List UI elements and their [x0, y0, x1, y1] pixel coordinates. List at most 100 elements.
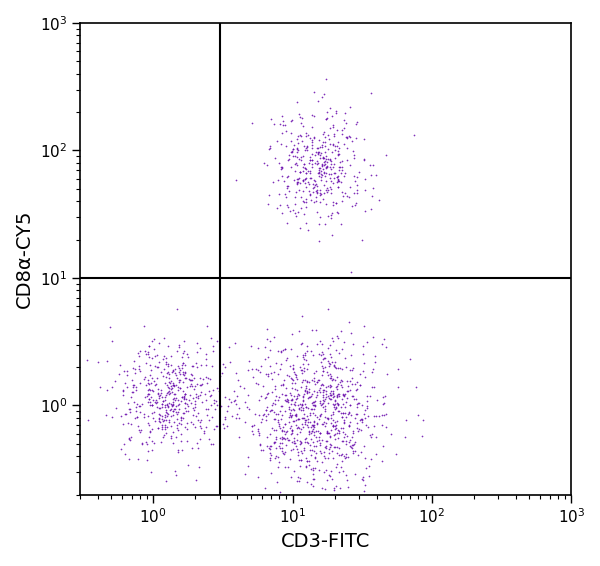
Point: [313, 148, 323, 157]
Point: [362, 463, 371, 472]
Point: [334, 426, 343, 435]
Point: [163, 402, 172, 411]
Point: [290, 159, 300, 168]
Point: [149, 334, 158, 343]
Point: [145, 400, 155, 409]
Point: [196, 388, 206, 397]
Point: [140, 392, 150, 401]
Point: [163, 387, 173, 396]
Point: [291, 370, 301, 379]
Point: [243, 452, 253, 461]
Point: [180, 368, 190, 377]
Point: [178, 370, 188, 379]
Point: [344, 409, 354, 418]
Point: [274, 396, 283, 405]
Point: [297, 136, 307, 145]
Point: [328, 422, 338, 431]
Point: [175, 364, 184, 373]
Point: [283, 181, 292, 190]
Point: [296, 152, 305, 161]
Point: [280, 498, 290, 507]
Point: [137, 400, 147, 409]
Point: [290, 400, 299, 409]
Point: [256, 445, 265, 454]
Point: [346, 385, 355, 395]
Point: [301, 417, 310, 426]
Point: [140, 346, 150, 355]
Point: [262, 415, 271, 424]
Point: [311, 326, 321, 335]
Point: [272, 203, 282, 212]
Point: [146, 393, 156, 402]
Point: [301, 399, 310, 408]
Point: [298, 151, 308, 160]
Point: [293, 451, 302, 460]
Point: [158, 424, 167, 434]
Point: [321, 186, 331, 195]
Point: [343, 382, 352, 391]
Point: [120, 409, 130, 418]
Point: [332, 423, 341, 432]
Point: [328, 386, 337, 395]
Point: [196, 424, 205, 433]
Point: [291, 415, 301, 424]
Point: [305, 190, 314, 199]
Point: [325, 439, 335, 448]
Point: [114, 370, 124, 379]
Point: [319, 89, 329, 98]
Point: [124, 454, 133, 463]
Point: [251, 378, 260, 387]
Point: [301, 416, 311, 425]
Point: [312, 418, 322, 427]
Point: [370, 382, 379, 391]
Point: [352, 118, 361, 127]
Point: [179, 337, 188, 346]
Point: [319, 158, 329, 167]
Point: [340, 418, 349, 427]
Point: [175, 384, 185, 393]
Point: [281, 440, 290, 449]
Point: [299, 364, 309, 373]
Point: [122, 367, 132, 376]
Point: [160, 424, 170, 434]
Point: [352, 419, 361, 428]
Point: [339, 115, 349, 124]
Point: [310, 176, 319, 185]
Point: [163, 359, 173, 368]
Point: [290, 439, 299, 448]
Point: [296, 339, 306, 348]
Point: [107, 337, 116, 346]
Point: [170, 365, 179, 374]
Point: [224, 395, 233, 404]
Point: [304, 460, 314, 469]
Point: [278, 434, 287, 443]
Point: [164, 386, 174, 395]
Point: [125, 434, 134, 443]
Point: [314, 432, 323, 441]
Point: [287, 147, 297, 156]
Point: [295, 363, 305, 372]
Point: [128, 388, 138, 397]
Point: [308, 155, 317, 164]
Point: [265, 449, 275, 458]
Point: [308, 424, 317, 434]
Point: [310, 452, 320, 461]
Point: [310, 402, 320, 411]
Point: [270, 399, 280, 408]
Point: [268, 401, 277, 410]
Point: [293, 389, 303, 398]
Point: [139, 410, 149, 419]
Point: [128, 388, 137, 397]
Point: [184, 407, 193, 416]
Point: [303, 360, 313, 369]
Point: [196, 415, 206, 424]
Point: [315, 428, 325, 438]
Point: [405, 355, 415, 364]
Point: [299, 366, 309, 375]
Point: [301, 350, 310, 359]
Point: [335, 468, 344, 477]
Point: [180, 368, 190, 378]
Point: [326, 213, 335, 222]
Point: [369, 411, 379, 421]
Point: [145, 427, 155, 436]
